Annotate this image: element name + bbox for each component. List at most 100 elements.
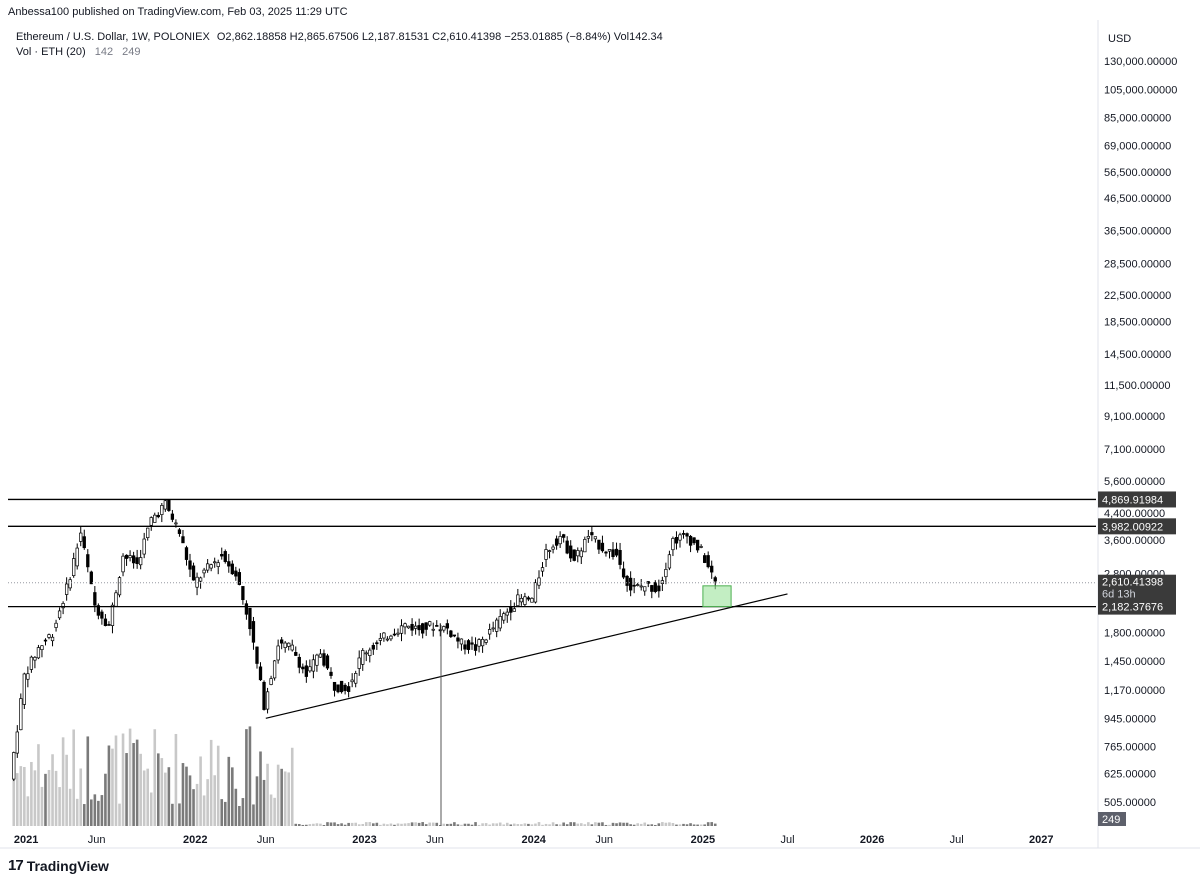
volume-bar (682, 823, 685, 826)
candle-body (459, 638, 464, 645)
candle-body (160, 505, 164, 515)
volume-bar (322, 824, 326, 826)
volume-bar (685, 824, 689, 826)
tradingview-logo-icon: 17 (8, 857, 24, 874)
volume-bar (181, 763, 185, 826)
candle-body (636, 584, 640, 586)
candle-body (315, 654, 319, 666)
candle-body (399, 625, 404, 634)
trendline[interactable] (265, 593, 788, 719)
candle-body (248, 607, 252, 630)
candle-body (170, 513, 175, 520)
candle-body (625, 575, 629, 586)
candle-body (375, 642, 379, 645)
volume-bar (315, 823, 319, 826)
candle-body (466, 640, 471, 650)
support-zone-box[interactable] (702, 585, 732, 608)
candle-body (64, 583, 69, 595)
candle-body (643, 586, 647, 592)
price-axis[interactable]: USD 130,000.00000 105,000.00000 85,000.0000… (1104, 33, 1177, 809)
volume-bar (361, 823, 365, 826)
volume-bar (481, 823, 484, 826)
volume-bar (209, 739, 213, 826)
candle-body (417, 625, 421, 631)
volume-bar (114, 735, 118, 826)
candle-body (96, 605, 101, 616)
last-price-label: 2,610.41398 (1102, 577, 1163, 589)
volume-bar (456, 824, 460, 826)
volume-value: 142 (94, 46, 114, 58)
candle-body (639, 585, 643, 588)
volume-bar (372, 823, 375, 826)
volume-bar (449, 823, 453, 826)
candle-body (562, 534, 566, 538)
volume-bar (174, 733, 178, 826)
volume-bar (118, 803, 121, 826)
candle-body (533, 582, 538, 603)
candle-body (184, 547, 189, 560)
volume-bar (516, 824, 520, 826)
volume-bar (111, 748, 114, 826)
candle-body (93, 592, 97, 606)
candle-body (526, 597, 531, 600)
volume-bar (280, 768, 283, 826)
volume-tag-label: 249 (1102, 814, 1120, 826)
volume-bar (12, 770, 16, 826)
candle-body (163, 500, 167, 510)
volume-bar (283, 771, 287, 826)
candle-body (576, 550, 580, 557)
candle-body (177, 529, 182, 534)
volume-bar (125, 753, 128, 826)
volume-bar (167, 767, 171, 826)
volume-bar (625, 822, 629, 826)
time-axis[interactable]: 2021 Jun 2022 Jun 2023 Jun 2024 Jun 2025 Jul 2026 J… (14, 834, 1054, 846)
volume-bar (668, 822, 671, 826)
candle-body (54, 622, 58, 628)
symbol-title[interactable]: Ethereum / U.S. Dollar, 1W, POLONIEX (16, 31, 210, 43)
candle-body (632, 584, 636, 587)
candle-body (699, 546, 703, 548)
level-price-label: 2,182.37676 (1102, 602, 1163, 614)
volume-ma-value: 249 (122, 46, 141, 58)
candle-body (110, 604, 115, 626)
volume-bar (534, 823, 537, 826)
volume-bar (442, 823, 446, 826)
candle-body (713, 577, 717, 582)
volume-bar (206, 779, 209, 826)
countdown-label: 6d 13h (1102, 589, 1136, 601)
volume-bar (639, 823, 643, 826)
candle-body (456, 637, 460, 642)
candle-body (220, 553, 224, 557)
candle-body (139, 557, 143, 566)
volume-bar (156, 753, 160, 826)
volume-bar (269, 794, 273, 826)
candle-body (618, 550, 622, 565)
volume-indicator-label[interactable]: Vol · ETH (20) (16, 46, 86, 58)
candle-body (223, 551, 227, 562)
candle-body (262, 681, 266, 710)
volume-bar (262, 779, 266, 826)
volume-bar (604, 824, 608, 826)
x-tick-label: 2021 (14, 834, 38, 846)
volume-bar (241, 798, 245, 826)
candle-body (209, 564, 213, 569)
volume-bar (340, 823, 343, 826)
drawings[interactable] (8, 498, 1096, 826)
volume-bar (699, 824, 703, 826)
currency-label: USD (1108, 33, 1131, 45)
candle-body (40, 645, 44, 650)
volume-bar (220, 799, 224, 826)
volume-bar (245, 729, 248, 826)
x-tick-label: 2022 (183, 834, 207, 846)
candle-body (463, 644, 467, 650)
candle-body (19, 698, 23, 731)
candle-body (167, 499, 171, 511)
candle-body (495, 619, 499, 632)
candle-body (678, 534, 682, 541)
candle-body (424, 622, 428, 630)
x-tick-label: Jul (780, 834, 794, 846)
volume-bar (498, 822, 502, 826)
candle-body (61, 603, 65, 609)
volume-bar (202, 795, 206, 826)
